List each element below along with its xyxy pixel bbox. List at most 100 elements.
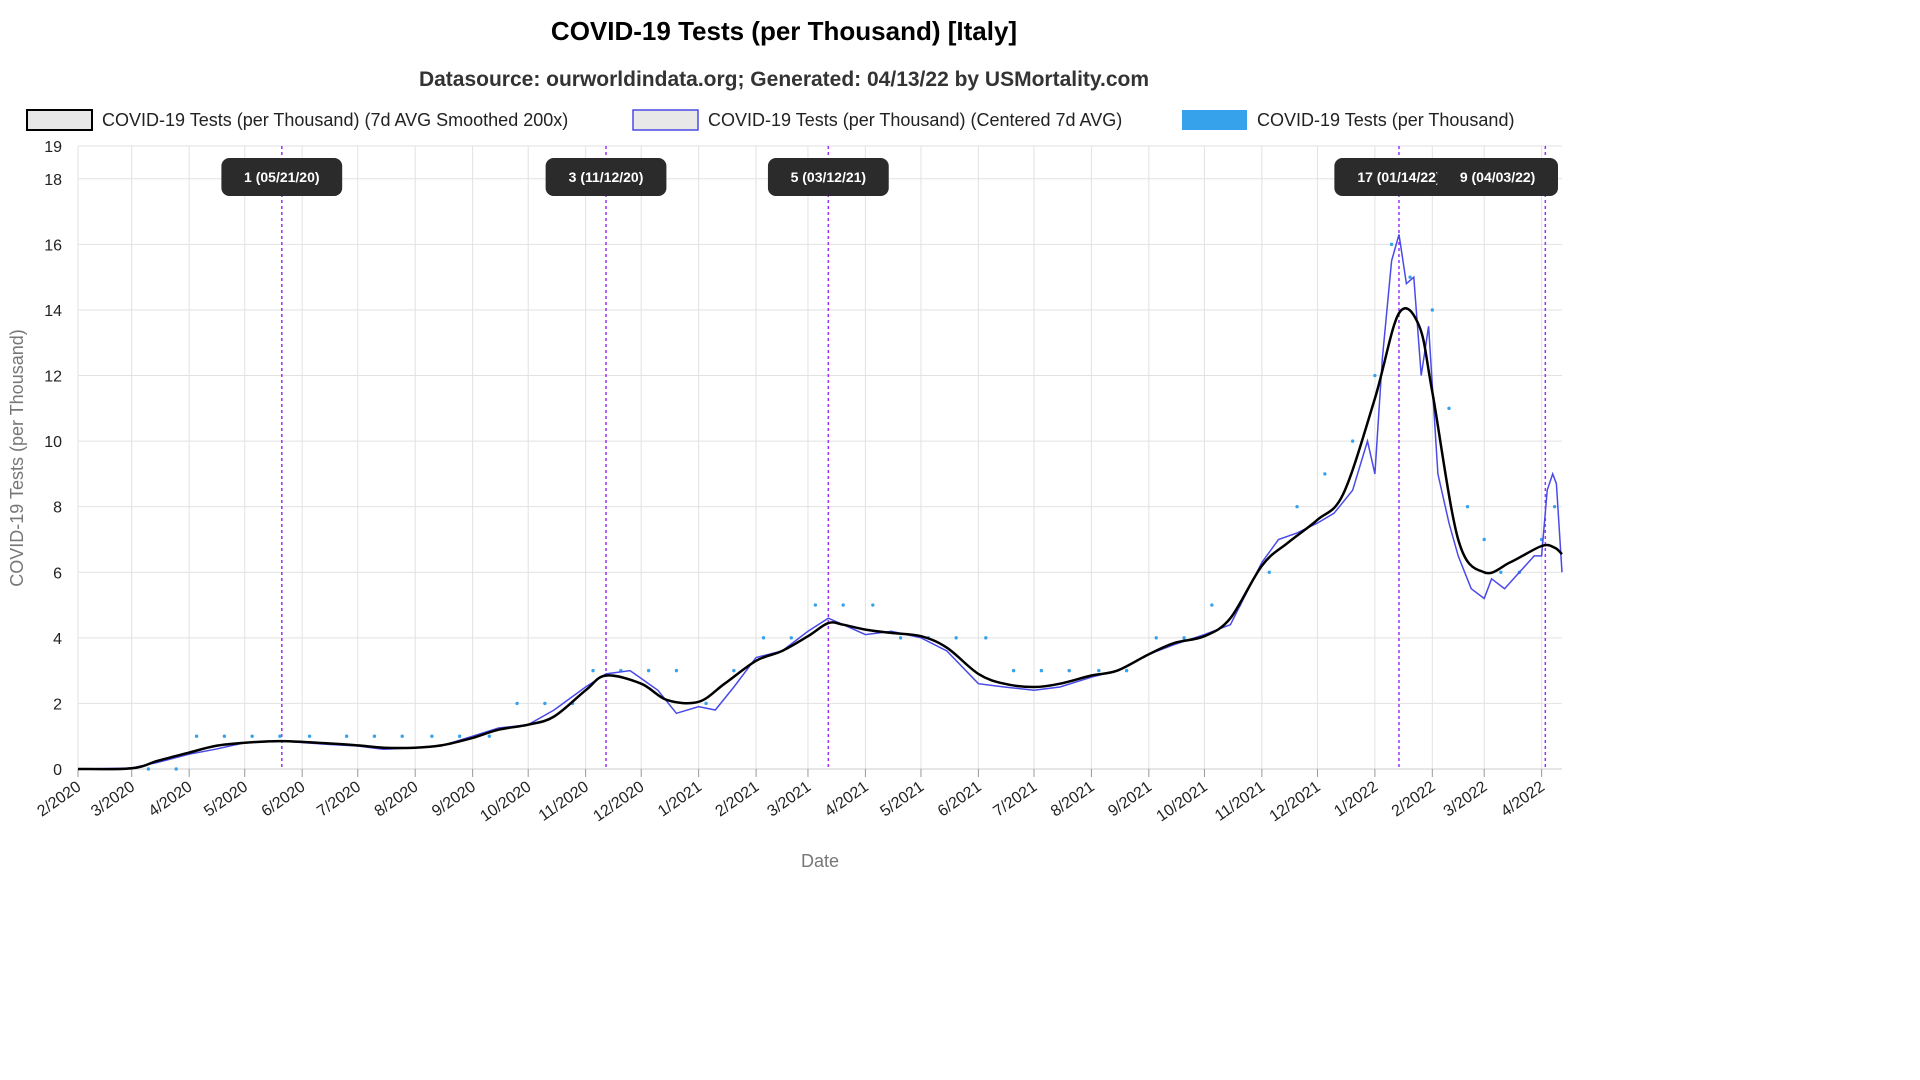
legend-label-centered[interactable]: COVID-19 Tests (per Thousand) (Centered …	[708, 110, 1122, 130]
x-tick-label: 9/2020	[429, 778, 479, 820]
data-point	[1552, 504, 1557, 509]
data-point	[487, 734, 491, 738]
data-point	[1430, 308, 1435, 312]
data-point	[841, 603, 845, 607]
x-tick-label: 5/2021	[877, 778, 927, 820]
data-point	[307, 734, 312, 738]
chart: COVID-19 Tests (per Thousand) [Italy] Da…	[7, 16, 1563, 871]
data-point	[871, 603, 875, 607]
x-tick-label: 6/2020	[259, 778, 309, 820]
y-tick-label: 12	[44, 369, 62, 386]
annotation-box	[1334, 158, 1464, 196]
x-tick-label: 4/2021	[822, 778, 872, 820]
data-point	[1154, 636, 1158, 640]
legend-swatch-raw[interactable]	[1182, 110, 1247, 130]
legend-label-raw[interactable]: COVID-19 Tests (per Thousand)	[1257, 110, 1514, 130]
y-tick-label: 19	[44, 139, 62, 156]
x-tick-label: 12/2020	[590, 778, 647, 825]
x-tick-label: 12/2021	[1267, 778, 1324, 825]
series-centered-line	[77, 234, 1563, 770]
y-tick-label: 16	[44, 237, 62, 254]
data-point	[1267, 570, 1271, 574]
x-tick-label: 3/2022	[1441, 778, 1491, 820]
chart-subtitle: Datasource: ourworldindata.org; Generate…	[419, 68, 1149, 91]
data-point	[250, 734, 254, 738]
x-tick-label: 4/2020	[146, 778, 196, 820]
annotation-lines	[281, 146, 1547, 769]
x-tick-label: 3/2021	[764, 778, 814, 820]
annotation-box	[1437, 158, 1558, 196]
legend-swatch-smoothed[interactable]	[26, 109, 93, 131]
data-point	[646, 668, 651, 673]
x-axis-title: Date	[801, 851, 839, 871]
data-point	[1067, 668, 1071, 673]
x-tick-label: 8/2021	[1048, 778, 1098, 820]
data-point	[1373, 373, 1377, 378]
annotation-label: 5 (03/12/21)	[791, 169, 867, 185]
x-tick-label: 7/2021	[990, 778, 1040, 820]
x-tick-label: 1/2021	[655, 778, 705, 820]
annotation-label: 17 (01/14/22)	[1357, 169, 1440, 185]
x-tick-label: 10/2021	[1154, 778, 1211, 825]
y-tick-label: 10	[44, 434, 62, 451]
x-tick-label: 4/2022	[1498, 778, 1548, 820]
x-tick-label: 8/2020	[372, 778, 422, 820]
data-point	[278, 734, 282, 738]
x-tick-label: 6/2021	[935, 778, 985, 820]
data-point	[1482, 537, 1486, 542]
data-point	[813, 603, 818, 607]
data-point	[344, 734, 349, 738]
y-tick-label: 8	[53, 500, 62, 517]
annotation-labels: 1 (05/21/20) 3 (11/12/20) 5 (03/12/21) 17 (…	[221, 158, 1558, 196]
data-point	[430, 734, 434, 738]
annotation-label: 1 (05/21/20)	[244, 169, 320, 185]
data-point	[591, 668, 595, 673]
y-tick-label: 18	[44, 172, 62, 189]
x-tick-label: 5/2020	[201, 778, 251, 820]
data-point	[515, 701, 519, 706]
data-point	[704, 701, 708, 706]
data-point	[1295, 504, 1299, 509]
x-tick-label: 2/2022	[1389, 778, 1439, 820]
x-tick-label: 1/2022	[1331, 778, 1381, 820]
x-axis: 2/2020 3/2020 4/2020 5/2020 6/2020 7/2020 8/20…	[34, 769, 1548, 825]
x-tick-label: 9/2021	[1105, 778, 1155, 820]
legend-swatch-centered[interactable]	[632, 109, 699, 131]
data-point	[789, 636, 793, 640]
series-raw-points	[146, 242, 1557, 771]
x-tick-label: 10/2020	[477, 778, 534, 825]
series-smoothed-line	[77, 307, 1563, 771]
x-tick-label: 2/2021	[713, 778, 763, 820]
data-point	[1011, 668, 1016, 673]
data-point	[222, 734, 227, 738]
x-tick-label: 2/2020	[34, 778, 84, 820]
y-tick-label: 2	[53, 696, 62, 713]
x-tick-label: 11/2021	[1212, 778, 1268, 824]
data-point	[1039, 668, 1044, 673]
data-point	[1465, 504, 1470, 509]
y-tick-label: 0	[53, 762, 62, 779]
annotation-box	[767, 158, 889, 196]
legend-label-smoothed[interactable]: COVID-19 Tests (per Thousand) (7d AVG Sm…	[102, 110, 568, 130]
data-point	[898, 636, 903, 640]
data-point	[674, 668, 679, 673]
x-tick-label: 11/2020	[536, 778, 592, 824]
data-point	[174, 767, 178, 771]
data-point	[1389, 242, 1394, 247]
chart-title: COVID-19 Tests (per Thousand) [Italy]	[551, 16, 1017, 46]
data-point	[1447, 406, 1451, 411]
x-tick-label: 7/2020	[314, 778, 364, 820]
annotation-box	[545, 158, 667, 196]
data-point	[732, 668, 736, 673]
y-tick-label: 14	[44, 303, 62, 320]
data-point	[457, 734, 462, 738]
data-point	[954, 636, 958, 640]
data-point	[1350, 439, 1355, 443]
data-point	[194, 734, 199, 738]
data-point	[1097, 668, 1101, 673]
y-tick-label: 4	[53, 631, 62, 648]
data-point	[543, 701, 547, 706]
x-tick-label: 3/2020	[88, 778, 138, 820]
data-point	[400, 734, 404, 738]
data-point	[1124, 668, 1129, 673]
